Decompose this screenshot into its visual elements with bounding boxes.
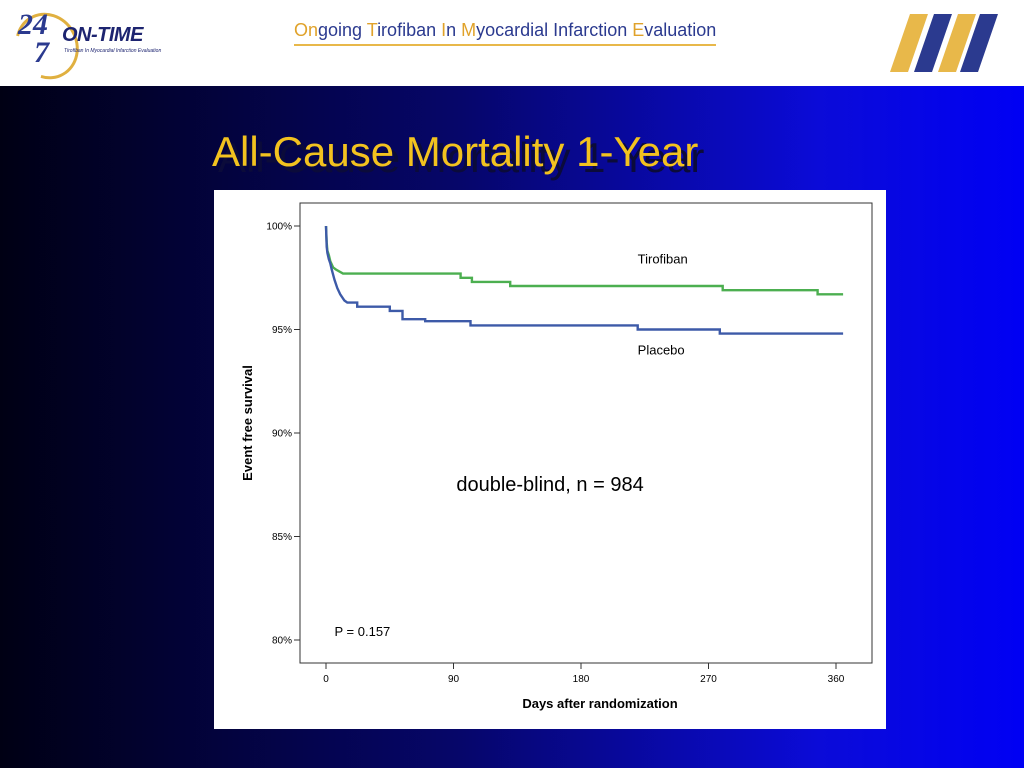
series-line-tirofiban xyxy=(324,225,844,296)
survival-chart: 80% 85% 90% 95% 100% 0 90 180 270 360 Days after r… xyxy=(240,202,873,711)
subtitle-part: I xyxy=(441,20,447,40)
tirofiban-label: Tirofiban xyxy=(638,251,688,266)
y-tick-label: 80% xyxy=(272,636,292,647)
logo-number-bottom: 7 xyxy=(34,36,49,69)
plot-frame xyxy=(299,202,873,664)
x-tick-label: 90 xyxy=(448,674,460,685)
x-tick-label: 0 xyxy=(323,674,329,685)
subtitle-part: E xyxy=(632,20,645,40)
series-line-placebo xyxy=(324,225,844,335)
y-tick-label: 85% xyxy=(272,532,292,543)
x-axis-label: Days after randomization xyxy=(522,696,677,711)
study-note: double-blind, n = 984 xyxy=(456,474,643,496)
placebo-label: Placebo xyxy=(638,342,685,357)
chart-panel: 80% 85% 90% 95% 100% 0 90 180 270 360 Days after r… xyxy=(214,190,886,729)
y-tick-label: 95% xyxy=(272,325,292,336)
logo-number-top: 24 xyxy=(18,8,48,41)
subtitle-part: T xyxy=(366,20,378,40)
x-tick-label: 270 xyxy=(700,674,717,685)
study-subtitle: Ongoing Tirofiban In Myocardial Infarcti… xyxy=(294,20,717,46)
logo-tagline: Tirofiban In Myocardial Infarction Evalu… xyxy=(64,48,162,54)
slide-header: 24 7 ON-TIME Tirofiban In Myocardial Inf… xyxy=(0,0,1024,91)
subtitle-part: yocardial Infarction xyxy=(476,20,633,40)
logo-word: ON-TIME xyxy=(62,24,143,46)
subtitle-part: n xyxy=(446,20,462,40)
p-value-label: P = 0.157 xyxy=(335,624,391,639)
y-axis-label: Event free survival xyxy=(240,365,255,481)
subtitle-part: going xyxy=(318,20,367,40)
stripes-logo-icon xyxy=(890,14,998,72)
subtitle-part: irofiban xyxy=(377,20,442,40)
subtitle-part: On xyxy=(294,20,319,40)
subtitle-part: M xyxy=(461,20,477,40)
x-tick-label: 180 xyxy=(573,674,590,685)
slide-title: All-Cause Mortality 1-Year xyxy=(212,128,699,175)
x-tick-label: 360 xyxy=(828,674,845,685)
on-time-logo: 24 7 ON-TIME Tirofiban In Myocardial Inf… xyxy=(3,1,164,91)
y-tick-label: 90% xyxy=(272,429,292,440)
slide-title-shadow: All-Cause Mortality 1-Year xyxy=(218,134,705,181)
subtitle-part: valuation xyxy=(644,20,717,40)
y-tick-label: 100% xyxy=(266,222,292,233)
